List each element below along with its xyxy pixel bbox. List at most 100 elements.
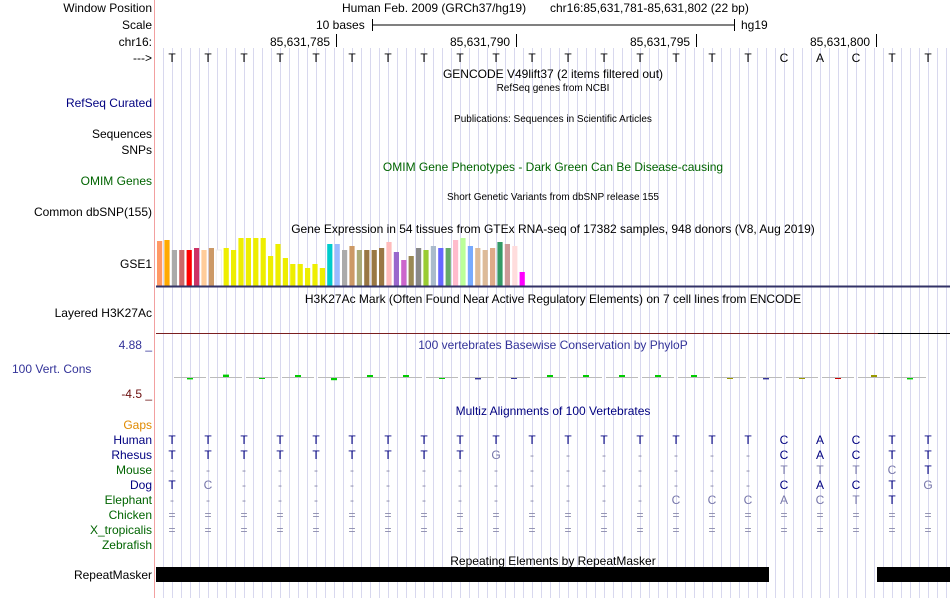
dbsnp-track-label[interactable]: Common dbSNP(155)	[33, 205, 152, 219]
gtex-tissue-bar[interactable]	[416, 248, 422, 286]
gtex-tissue-bar[interactable]	[342, 250, 348, 286]
gtex-tissue-bar[interactable]	[393, 252, 399, 286]
alignment-base: -	[638, 493, 642, 507]
species-label-x_tropicalis[interactable]: X_tropicalis	[89, 523, 152, 537]
gtex-tissue-bar[interactable]	[208, 248, 214, 286]
gtex-tissue-bar[interactable]	[282, 258, 288, 286]
cons-track-title[interactable]: 100 vertebrates Basewise Conservation by…	[418, 338, 688, 352]
omim-track-label[interactable]: OMIM Genes	[80, 174, 152, 188]
gtex-tissue-bar[interactable]	[179, 250, 185, 286]
species-label-elephant[interactable]: Elephant	[104, 493, 152, 507]
gtex-tissue-bar[interactable]	[371, 250, 377, 286]
alignment-base: C	[887, 463, 897, 477]
h3k27ac-track-label[interactable]: Layered H3K27Ac	[54, 306, 152, 320]
gtex-tissue-bar[interactable]	[408, 256, 414, 286]
gtex-tissue-bar[interactable]	[401, 260, 407, 286]
conservation-graph[interactable]	[156, 368, 950, 388]
gtex-tissue-bar[interactable]	[356, 250, 362, 286]
gtex-tissue-bar[interactable]	[260, 238, 266, 286]
gtex-tissue-bar[interactable]	[327, 244, 333, 286]
gtex-tissue-bar[interactable]	[297, 264, 303, 286]
strand-label: --->	[133, 51, 152, 65]
gtex-tissue-bar[interactable]	[475, 248, 481, 286]
gtex-tissue-bar[interactable]	[164, 240, 170, 286]
publications-track-title[interactable]: Publications: Sequences in Scientific Ar…	[454, 114, 652, 125]
alignment-base: =	[852, 508, 860, 522]
species-label-mouse[interactable]: Mouse	[115, 463, 152, 477]
gtex-tissue-bar[interactable]	[334, 244, 340, 286]
alignment-base: -	[278, 478, 282, 492]
repeat-track-label[interactable]: RepeatMasker	[73, 568, 152, 582]
h3k27ac-track-title[interactable]: H3K27Ac Mark (Often Found Near Active Re…	[304, 292, 802, 306]
refseq-track-title[interactable]: RefSeq genes from NCBI	[496, 83, 610, 94]
gtex-tissue-bar[interactable]	[467, 246, 473, 286]
gtex-tissue-bar[interactable]	[364, 250, 370, 286]
gtex-track-title[interactable]: Gene Expression in 54 tissues from GTEx …	[291, 222, 815, 236]
gtex-tissue-bar[interactable]	[430, 246, 436, 286]
gtex-tissue-bar[interactable]	[186, 250, 192, 286]
repeat-element-block-1[interactable]	[156, 567, 769, 582]
gtex-tissue-bar[interactable]	[504, 244, 510, 286]
alignment-base: -	[602, 463, 606, 477]
gtex-tissue-bar[interactable]	[512, 246, 518, 286]
cons-track-label[interactable]: 100 Vert. Cons	[12, 362, 92, 376]
gtex-tissue-bar[interactable]	[194, 248, 200, 286]
alignment-base: =	[708, 523, 716, 537]
reference-base: T	[456, 51, 464, 65]
gtex-tissue-bar[interactable]	[379, 248, 385, 286]
species-label-chicken[interactable]: Chicken	[108, 508, 152, 522]
gtex-tissue-bar[interactable]	[171, 250, 177, 286]
gtex-tissue-bar[interactable]	[497, 242, 503, 286]
gtex-tissue-bar[interactable]	[157, 241, 163, 286]
gtex-tissue-bar[interactable]	[245, 238, 251, 286]
gtex-tissue-bar[interactable]	[238, 238, 244, 286]
alignment-base: T	[852, 493, 860, 507]
gtex-tissue-bar[interactable]	[482, 250, 488, 286]
gtex-tissue-bar[interactable]	[423, 250, 429, 286]
gtex-tissue-bar[interactable]	[453, 240, 459, 286]
conservation-score-bar	[403, 375, 409, 377]
gtex-track-label[interactable]: GSE1	[119, 257, 152, 271]
omim-track-title[interactable]: OMIM Gene Phenotypes - Dark Green Can Be…	[382, 160, 724, 174]
gtex-tissue-bar[interactable]	[490, 248, 496, 286]
alignment-base: -	[314, 493, 318, 507]
gtex-tissue-bar[interactable]	[519, 272, 525, 286]
gtex-tissue-bar[interactable]	[305, 268, 311, 286]
alignment-base: -	[674, 448, 678, 462]
gtex-tissue-bar[interactable]	[215, 249, 222, 287]
gtex-tissue-bar[interactable]	[438, 248, 444, 286]
species-label-human[interactable]: Human	[113, 433, 152, 447]
snps-track-label[interactable]: SNPs	[121, 143, 152, 157]
gtex-bar-graph[interactable]	[156, 236, 950, 288]
gencode-track-title[interactable]: GENCODE V49lift37 (2 items filtered out)	[442, 67, 664, 81]
dbsnp-track-title[interactable]: Short Genetic Variants from dbSNP releas…	[447, 192, 659, 203]
gtex-tissue-bar[interactable]	[386, 242, 392, 286]
gtex-tissue-bar[interactable]	[349, 246, 355, 286]
alignment-base: T	[348, 448, 356, 462]
gtex-tissue-bar[interactable]	[253, 238, 259, 286]
gtex-tissue-bar[interactable]	[268, 256, 274, 286]
gtex-tissue-bar[interactable]	[201, 250, 207, 286]
repeat-track-title[interactable]: Repeating Elements by RepeatMasker	[450, 554, 656, 568]
alignment-base: C	[815, 493, 825, 507]
gtex-tissue-bar[interactable]	[460, 238, 466, 286]
repeat-element-block-2[interactable]	[877, 567, 950, 582]
gtex-tissue-bar[interactable]	[223, 248, 229, 286]
alignment-base: T	[888, 433, 896, 447]
gtex-tissue-bar[interactable]	[290, 264, 296, 286]
sequences-track-label[interactable]: Sequences	[91, 127, 152, 141]
gaps-label[interactable]: Gaps	[123, 418, 152, 432]
species-label-rhesus[interactable]: Rhesus	[111, 448, 152, 462]
gtex-tissue-bar[interactable]	[445, 248, 451, 286]
gtex-tissue-bar[interactable]	[275, 244, 281, 286]
gtex-tissue-bar[interactable]	[231, 250, 237, 286]
species-label-zebrafish[interactable]: Zebrafish	[101, 538, 152, 552]
gtex-tissue-bar[interactable]	[312, 264, 318, 286]
refseq-track-label[interactable]: RefSeq Curated	[65, 96, 152, 110]
species-label-dog[interactable]: Dog	[129, 478, 152, 492]
alignment-base: -	[566, 493, 570, 507]
multiz-track-title[interactable]: Multiz Alignments of 100 Vertebrates	[455, 404, 651, 418]
alignment-base: C	[851, 433, 861, 447]
alignment-base: -	[350, 493, 354, 507]
gtex-tissue-bar[interactable]	[319, 268, 325, 286]
